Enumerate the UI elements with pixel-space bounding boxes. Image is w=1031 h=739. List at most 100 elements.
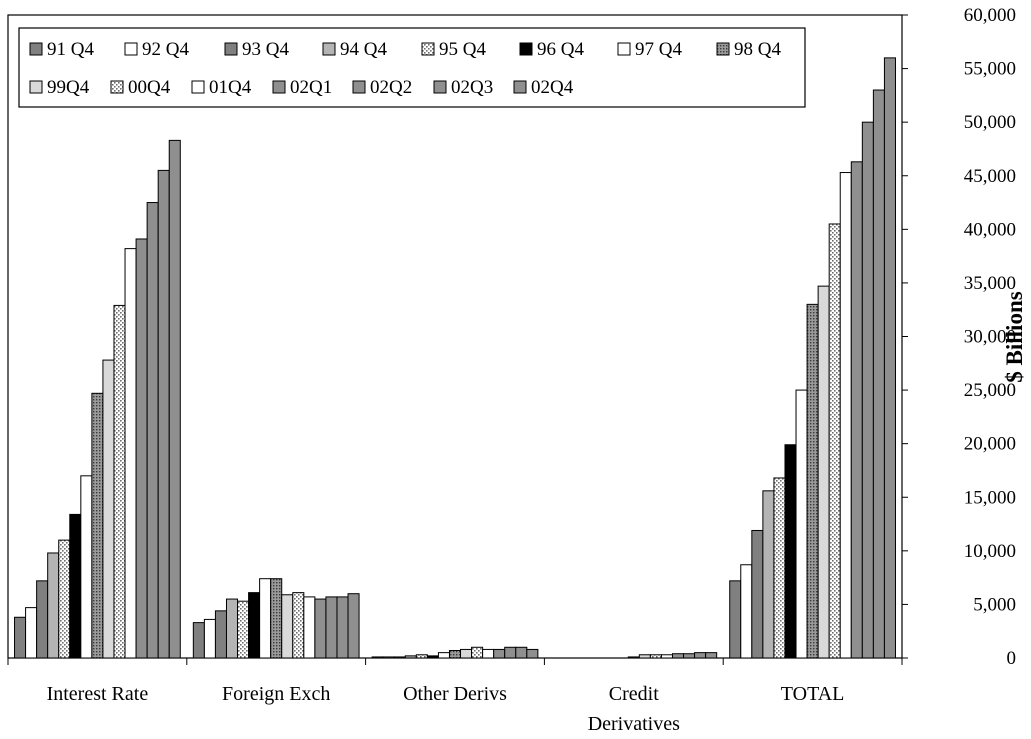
bar-3-9 (649, 654, 662, 659)
bar-2-1 (382, 656, 395, 659)
legend-label: 02Q1 (290, 77, 332, 98)
bar-2-3 (404, 655, 417, 659)
bar-3-8 (638, 654, 651, 659)
bar-4-13 (872, 89, 885, 659)
bar-4-2 (751, 529, 764, 659)
bar-2-5 (426, 655, 439, 659)
bar-1-11 (314, 598, 327, 659)
legend-label: 99Q4 (47, 77, 90, 98)
legend-label: 98 Q4 (734, 39, 781, 60)
bar-1-12 (325, 596, 338, 659)
legend-label: 95 Q4 (439, 39, 486, 60)
legend-label: 00Q4 (128, 77, 171, 98)
y-tick-label: 30,000 (964, 327, 1016, 348)
bar-0-14 (168, 139, 181, 659)
bars-layer (14, 57, 896, 659)
legend-box (18, 27, 806, 108)
bar-4-8 (817, 285, 830, 659)
bar-0-9 (113, 304, 126, 659)
bar-3-14 (705, 652, 718, 659)
bar-4-12 (861, 121, 874, 659)
bar-4-0 (729, 580, 742, 659)
bar-1-2 (214, 610, 227, 659)
bar-1-14 (347, 593, 360, 659)
bar-4-5 (784, 444, 797, 659)
bar-0-10 (124, 248, 137, 659)
legend-label: 97 Q4 (635, 39, 682, 60)
bar-0-8 (102, 359, 115, 659)
y-tick-label: 5,000 (973, 594, 1016, 615)
bar-3-13 (694, 652, 707, 659)
bar-4-7 (806, 303, 819, 659)
legend-swatch (272, 80, 286, 94)
bar-1-3 (225, 598, 239, 659)
legend-swatch (519, 42, 533, 56)
bar-4-3 (762, 490, 775, 659)
legend-label: 02Q3 (451, 77, 493, 98)
axes-layer: 0 5,000 10,000 15,000 20,000 25,000 30,000 35,0… (7, 5, 1016, 735)
bar-4-9 (828, 223, 841, 659)
bar-1-9 (292, 592, 305, 659)
bar-1-10 (303, 596, 316, 659)
bar-2-7 (448, 650, 462, 659)
legend-label: 96 Q4 (537, 39, 584, 60)
bar-2-0 (371, 656, 384, 659)
bar-4-14 (883, 57, 896, 659)
y-tick-label: 10,000 (964, 541, 1016, 562)
bar-0-1 (25, 607, 38, 659)
legend-swatch (29, 42, 43, 56)
legend-swatch (322, 42, 336, 56)
legend-label: 92 Q4 (142, 39, 189, 60)
bar-0-4 (58, 539, 71, 659)
legend-label: 02Q2 (370, 77, 412, 98)
legend: 91 Q4 92 Q4 93 Q4 94 Q4 95 Q4 96 Q4 97 Q4 98 Q4… (18, 27, 806, 108)
bar-2-6 (437, 652, 450, 659)
bar-0-7 (91, 392, 104, 659)
bar-1-0 (192, 622, 205, 659)
bar-2-12 (504, 646, 517, 659)
legend-label: 94 Q4 (340, 39, 387, 60)
bar-3-7 (627, 656, 640, 659)
y-tick-label: 35,000 (964, 273, 1016, 294)
x-category-label: Interest Rate (47, 683, 149, 705)
y-tick-label: 55,000 (964, 59, 1016, 80)
bar-1-8 (281, 594, 294, 659)
bar-1-4 (237, 600, 250, 659)
x-category-label: TOTAL (781, 683, 845, 705)
bar-0-6 (80, 475, 93, 659)
bar-2-14 (526, 648, 539, 659)
y-tick-label: 20,000 (964, 434, 1016, 455)
bar-2-2 (393, 656, 406, 659)
y-tick-label: 50,000 (964, 112, 1016, 133)
x-category-label: Derivatives (588, 713, 680, 735)
legend-swatch (352, 80, 366, 94)
bar-2-8 (460, 648, 473, 659)
bar-3-12 (683, 653, 696, 659)
y-tick-label: 45,000 (964, 166, 1016, 187)
bar-2-10 (482, 648, 495, 659)
bar-1-1 (203, 618, 216, 659)
y-tick-label: 15,000 (964, 487, 1016, 508)
bar-2-13 (515, 646, 528, 659)
legend-swatch (29, 80, 43, 94)
legend-label: 01Q4 (209, 77, 252, 98)
bar-0-13 (157, 169, 170, 659)
legend-label: 02Q4 (531, 77, 574, 98)
bar-2-4 (415, 654, 428, 659)
bar-3-10 (660, 654, 673, 659)
y-axis-label: $ Billions (1002, 291, 1027, 382)
x-category-label: Credit (609, 683, 659, 705)
legend-swatch (110, 80, 124, 94)
legend-swatch (421, 42, 435, 56)
y-tick-label: 60,000 (964, 5, 1016, 26)
legend-swatch (124, 42, 138, 56)
bar-4-4 (773, 477, 786, 659)
y-tick-label: 25,000 (964, 380, 1016, 401)
bar-0-2 (36, 580, 49, 659)
bar-0-11 (135, 238, 148, 659)
bar-1-13 (336, 596, 349, 659)
bar-4-1 (740, 564, 753, 659)
x-category-label: Other Derivs (403, 683, 507, 705)
legend-swatch (617, 42, 631, 56)
